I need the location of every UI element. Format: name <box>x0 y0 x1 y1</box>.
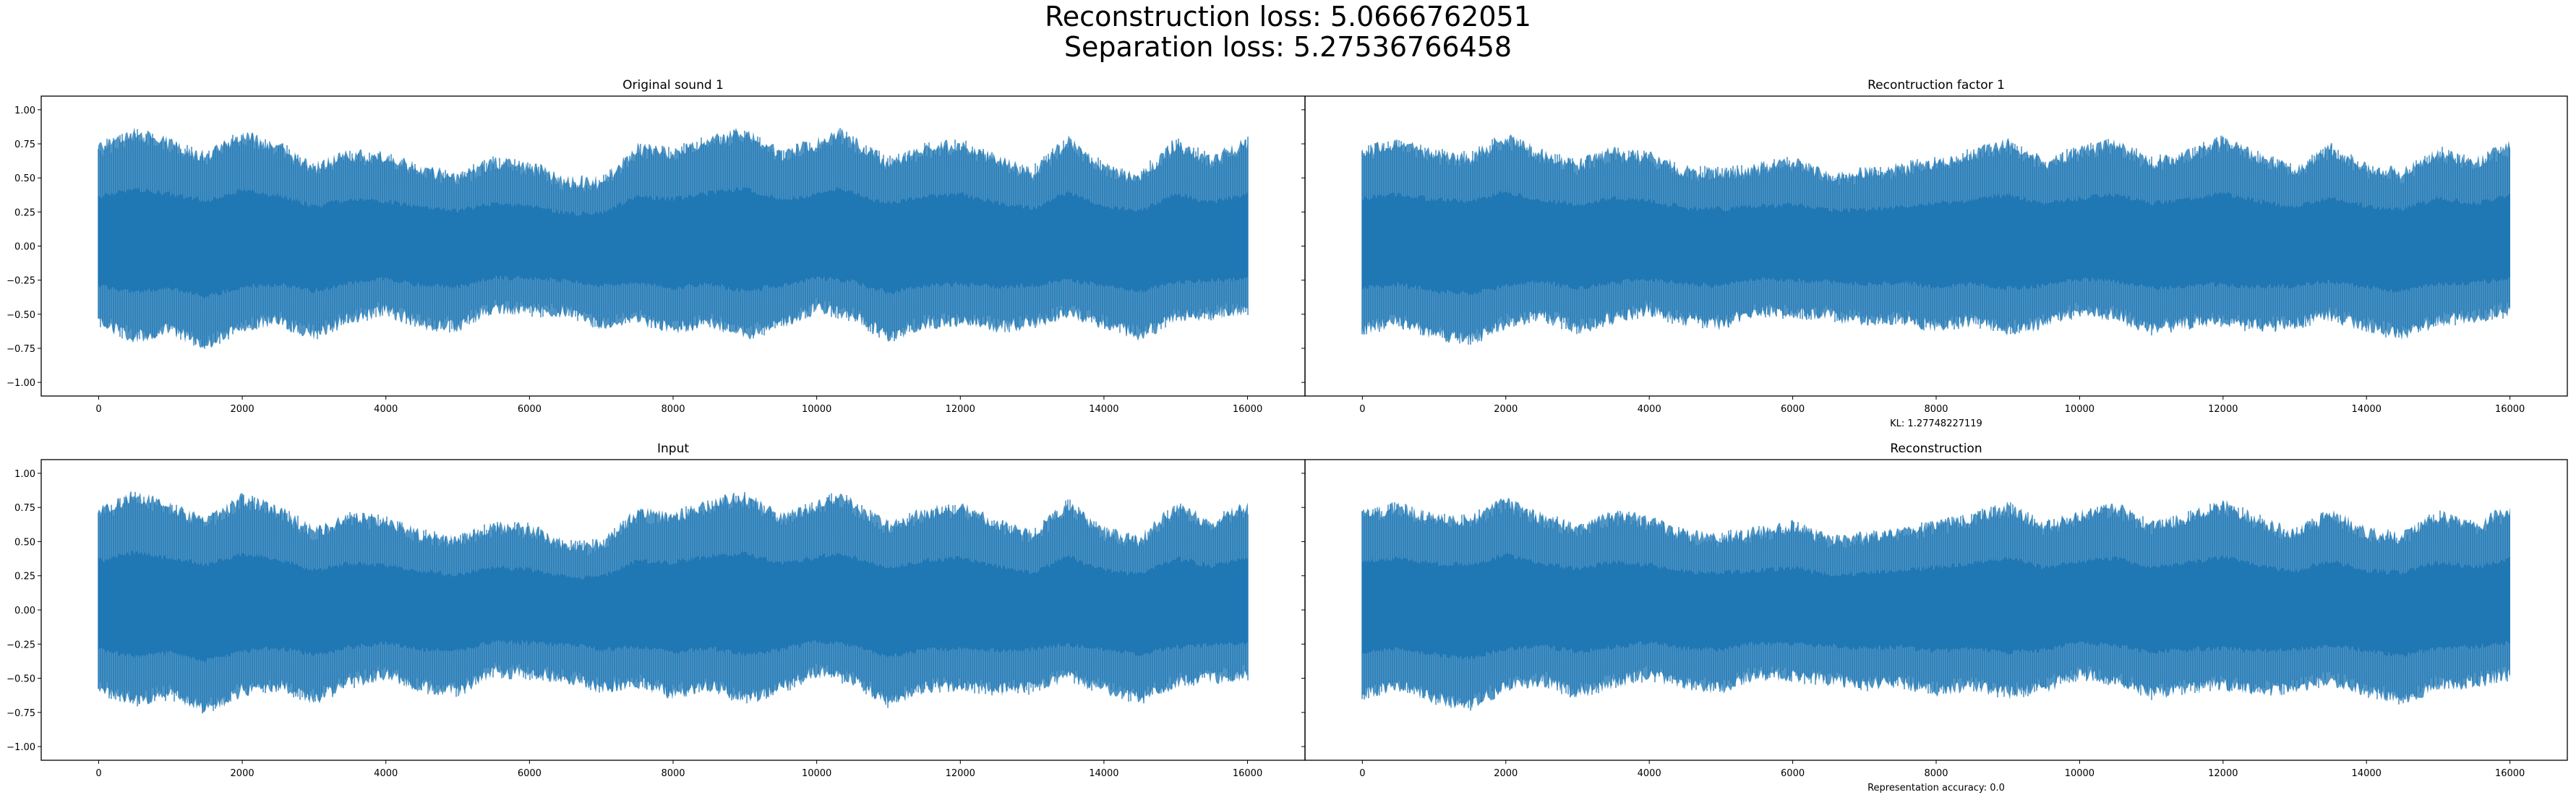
waveform-series <box>1361 498 2510 711</box>
x-tick-label: 10000 <box>802 404 831 415</box>
y-tick-label: −0.50 <box>7 310 35 321</box>
y-tick-label: 0.25 <box>14 207 35 218</box>
x-tick-label: 14000 <box>2352 768 2382 779</box>
y-tick-label: −1.00 <box>7 378 35 389</box>
subplot-title: Reconstruction <box>1890 442 1982 456</box>
figure-suptitle: Reconstruction loss: 5.0666762051 Separa… <box>0 1 2576 62</box>
y-tick-label: 0.25 <box>14 572 35 582</box>
x-tick-label: 6000 <box>1781 768 1805 779</box>
x-tick-label: 4000 <box>374 404 398 415</box>
x-tick-label: 2000 <box>231 404 254 415</box>
x-tick-label: 4000 <box>1638 404 1661 415</box>
x-tick-label: 10000 <box>802 768 831 779</box>
y-tick-label: 0.50 <box>14 173 35 184</box>
y-tick-label: −0.75 <box>7 344 35 355</box>
y-tick-label: 0.75 <box>14 139 35 150</box>
subplot-1: Original sound 1 0 2000 4000 6000 8000 10000 12… <box>7 78 1306 415</box>
y-tick-label: −0.50 <box>7 674 35 685</box>
waveform-core <box>98 550 1248 663</box>
x-axis-label: KL: 1.27748227119 <box>1890 418 1982 429</box>
waveform-series <box>98 127 1249 349</box>
x-tick-label: 12000 <box>2208 768 2238 779</box>
y-tick-label: −0.25 <box>7 640 35 650</box>
x-tick-label: 0 <box>95 768 101 779</box>
y-tick-label: −1.00 <box>7 742 35 753</box>
y-tick-label: 0.00 <box>14 242 35 253</box>
y-tick-label: 1.00 <box>14 469 35 480</box>
x-tick-label: 10000 <box>2065 768 2094 779</box>
subplot-3: Input 0 2000 4000 6000 8000 10000 12000 14000 160… <box>7 442 1306 779</box>
waveform-core <box>98 186 1248 298</box>
x-tick-label: 12000 <box>946 768 975 779</box>
x-tick-label: 0 <box>1359 768 1365 779</box>
x-tick-label: 16000 <box>1233 768 1262 779</box>
subplot-title: Input <box>657 442 689 456</box>
x-tick-label: 16000 <box>1233 404 1262 415</box>
waveform-series <box>1361 134 2510 345</box>
x-axis-label: Representation accuracy: 0.0 <box>1867 783 2005 793</box>
subplot-title: Original sound 1 <box>622 78 724 93</box>
x-tick-label: 8000 <box>661 768 685 779</box>
x-tick-label: 2000 <box>1494 404 1518 415</box>
x-tick-label: 0 <box>95 404 101 415</box>
waveform-core <box>1362 191 2510 296</box>
x-tick-label: 16000 <box>2495 404 2525 415</box>
x-tick-label: 14000 <box>1089 404 1118 415</box>
y-tick-label: −0.25 <box>7 276 35 287</box>
y-tick-label: 0.75 <box>14 503 35 514</box>
separation-loss-label: Separation loss: 5.27536766458 <box>1064 31 1512 63</box>
y-tick-label: −0.75 <box>7 708 35 719</box>
x-tick-label: 8000 <box>661 404 685 415</box>
x-tick-label: 12000 <box>946 404 975 415</box>
x-tick-label: 4000 <box>374 768 398 779</box>
x-tick-label: 16000 <box>2495 768 2525 779</box>
reconstruction-loss-label: Reconstruction loss: 5.0666762051 <box>1045 1 1531 33</box>
x-tick-label: 4000 <box>1638 768 1661 779</box>
waveform-series <box>98 491 1249 714</box>
x-tick-label: 8000 <box>1924 404 1948 415</box>
x-tick-label: 6000 <box>518 404 542 415</box>
x-tick-label: 0 <box>1359 404 1365 415</box>
x-tick-label: 10000 <box>2065 404 2094 415</box>
subplot-4: Reconstruction 0 2000 4000 6000 8000 10000 1200… <box>1301 442 2568 793</box>
x-tick-label: 6000 <box>518 768 542 779</box>
waveform-core <box>1362 553 2510 661</box>
x-tick-label: 12000 <box>2208 404 2238 415</box>
subplot-2: Recontruction factor 1 0 2000 4000 6000 8000 1… <box>1301 78 2568 429</box>
x-tick-label: 8000 <box>1924 768 1948 779</box>
x-tick-label: 14000 <box>1089 768 1118 779</box>
y-tick-label: 1.00 <box>14 106 35 116</box>
subplot-title: Recontruction factor 1 <box>1867 78 2005 93</box>
x-tick-label: 2000 <box>1494 768 1518 779</box>
y-tick-label: 0.50 <box>14 537 35 548</box>
x-tick-label: 14000 <box>2352 404 2382 415</box>
x-tick-label: 6000 <box>1781 404 1805 415</box>
y-tick-label: 0.00 <box>14 606 35 616</box>
x-tick-label: 2000 <box>231 768 254 779</box>
